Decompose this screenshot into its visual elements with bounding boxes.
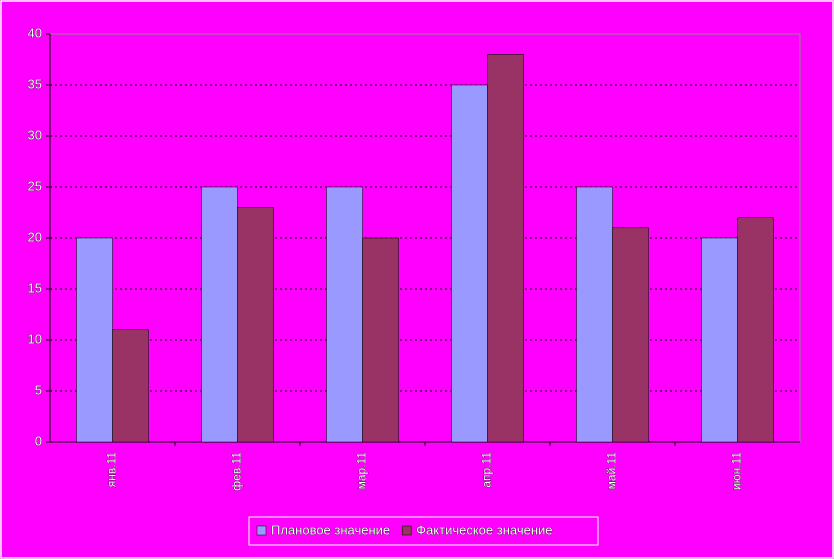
legend-label: Плановое значение <box>271 522 390 537</box>
y-tick-label: 15 <box>28 280 42 295</box>
x-tick-label: май.11 <box>605 452 619 490</box>
x-tick-label: мар.11 <box>355 452 369 490</box>
bar <box>701 237 738 443</box>
y-tick-label: 10 <box>28 331 42 346</box>
legend-label: Фактическое значение <box>416 522 552 537</box>
bar <box>487 54 524 443</box>
bar <box>237 207 274 443</box>
y-tick-label: 5 <box>35 382 42 397</box>
x-tick-label: фев.11 <box>230 452 244 491</box>
bar <box>737 217 774 443</box>
y-tick-label: 30 <box>28 127 42 142</box>
y-tick-label: 0 <box>35 433 42 448</box>
bar <box>201 186 238 443</box>
bar <box>362 237 399 443</box>
bar <box>576 186 613 443</box>
y-tick-label: 40 <box>28 25 42 40</box>
x-tick-label: янв.11 <box>105 452 119 488</box>
legend-swatch <box>401 525 412 536</box>
y-tick-label: 35 <box>28 76 42 91</box>
legend-box <box>248 516 599 546</box>
legend-swatch <box>256 525 267 536</box>
y-tick-label: 20 <box>28 229 42 244</box>
y-tick-label: 25 <box>28 178 42 193</box>
bar <box>112 329 149 443</box>
bar <box>451 84 488 443</box>
x-tick-label: июн.11 <box>730 452 744 490</box>
x-tick-label: апр.11 <box>480 452 494 488</box>
bar <box>76 237 113 443</box>
bar <box>612 227 649 443</box>
bar <box>326 186 363 443</box>
